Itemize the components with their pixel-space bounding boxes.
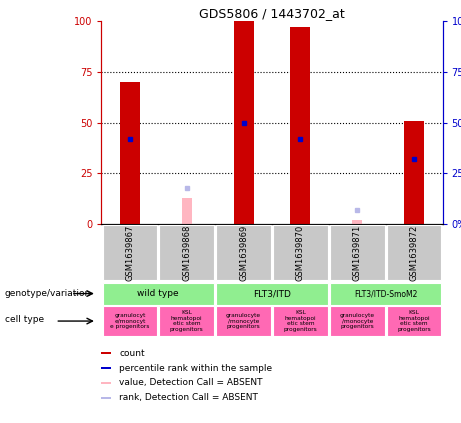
Text: cell type: cell type [5,315,44,324]
Bar [216,225,271,280]
Bar [102,306,157,336]
Bar [273,306,328,336]
Bar [273,225,328,280]
Bar [216,283,328,305]
Bar [182,198,192,224]
Text: GSM1639872: GSM1639872 [410,225,419,281]
Text: granulocyt
e/monocyt
e progenitors: granulocyt e/monocyt e progenitors [110,313,149,330]
Text: granulocyte
/monocyte
progenitors: granulocyte /monocyte progenitors [226,313,261,330]
Text: genotype/variation: genotype/variation [5,289,91,298]
Bar [352,220,362,224]
Text: percentile rank within the sample: percentile rank within the sample [119,364,272,373]
Bar [101,382,111,384]
Text: GSM1639868: GSM1639868 [182,225,191,281]
Text: KSL
hematopoi
etic stem
progenitors: KSL hematopoi etic stem progenitors [397,310,431,332]
Bar [234,21,254,224]
Text: FLT3/ITD-SmoM2: FLT3/ITD-SmoM2 [354,289,417,298]
Text: wild type: wild type [137,289,179,298]
Text: GSM1639867: GSM1639867 [125,225,134,281]
Bar [160,306,214,336]
Bar [101,352,111,354]
Text: FLT3/ITD: FLT3/ITD [253,289,291,298]
Bar [404,121,424,224]
Title: GDS5806 / 1443702_at: GDS5806 / 1443702_at [199,7,345,20]
Bar [330,306,384,336]
Text: GSM1639870: GSM1639870 [296,225,305,281]
Bar [216,306,271,336]
Text: count: count [119,349,145,358]
Text: GSM1639871: GSM1639871 [353,225,362,281]
Bar [290,27,310,224]
Text: value, Detection Call = ABSENT: value, Detection Call = ABSENT [119,379,263,387]
Bar [330,283,442,305]
Text: KSL
hematopoi
etic stem
progenitors: KSL hematopoi etic stem progenitors [284,310,317,332]
Text: KSL
hematopoi
etic stem
progenitors: KSL hematopoi etic stem progenitors [170,310,204,332]
Bar [101,397,111,398]
Bar [102,225,157,280]
Bar [102,283,214,305]
Text: granulocyte
/monocyte
progenitors: granulocyte /monocyte progenitors [340,313,375,330]
Bar [387,306,442,336]
Text: GSM1639869: GSM1639869 [239,225,248,281]
Bar [330,225,384,280]
Bar [387,225,442,280]
Bar [101,367,111,369]
Bar [120,82,140,224]
Text: rank, Detection Call = ABSENT: rank, Detection Call = ABSENT [119,393,258,402]
Bar [160,225,214,280]
